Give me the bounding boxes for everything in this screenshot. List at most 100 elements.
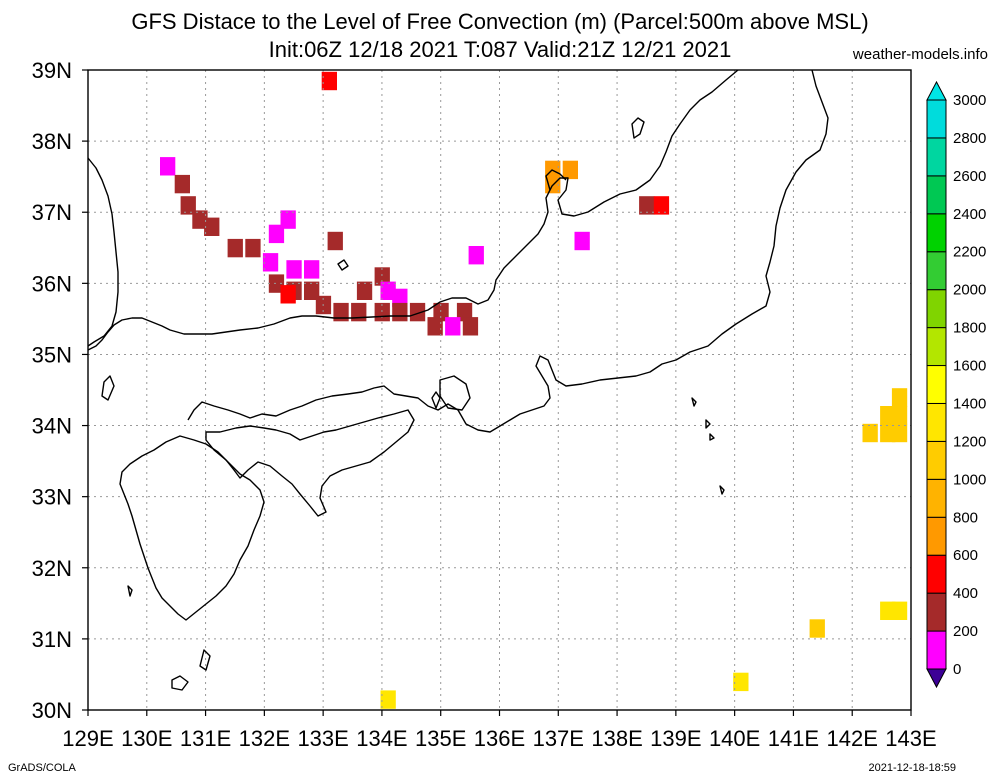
field-cell-41 [880,406,896,425]
lat-tick-label: 35N [32,342,72,367]
footer-right: 2021-12-18-18:59 [868,762,956,774]
coastline-koshiki [127,585,133,597]
field-cell-7 [245,238,261,258]
colorbar-segment [926,440,947,480]
lat-tick-label: 30N [32,698,72,723]
colorbar-segment [926,251,947,291]
field-cell-19 [351,302,367,322]
lon-tick-label: 139E [650,726,701,751]
field-cell-25 [392,288,408,308]
colorbar-segment [926,289,947,329]
coastline-awaji [431,391,441,409]
lon-tick-label: 142E [827,726,878,751]
colorbar-label: 2200 [953,244,986,261]
coastline-tanegashima [199,649,211,671]
lon-tick-label: 140E [709,726,760,751]
field-cell-5 [204,217,220,236]
field-cell-49 [733,672,749,692]
lon-tick-label: 130E [121,726,172,751]
lon-tick-label: 134E [356,726,407,751]
colorbar-segment [926,365,947,404]
colorbar-label: 1000 [953,471,986,488]
field-cell-23 [374,267,390,286]
colorbar: 0 200 400 600 800 1000 1200 1400 1600 1800 2000 220… [926,80,986,689]
field-cell-22 [327,231,343,251]
colorbar-segment [926,554,947,594]
field-cell-38 [639,196,655,215]
field-cell-27 [409,302,426,322]
coastline-yakushima [171,675,189,691]
field-cell-4 [192,210,208,229]
field-cell-29 [456,302,473,322]
colorbar-label: 800 [953,509,978,526]
field-cell-28 [433,302,449,322]
lat-tick-label: 31N [32,627,72,652]
lon-tick-label: 141E [768,726,819,751]
lon-tick-label: 131E [180,726,231,751]
coastline-kii [439,375,471,411]
field-cell-11 [286,260,302,279]
field-cells [160,71,908,709]
colorbar-segment [926,402,947,442]
field-cell-47 [891,601,908,620]
colorbar-label: 2600 [953,168,986,185]
colorbar-segment [926,137,947,177]
colorbar-bottom-arrow [926,668,947,689]
coastline-honshu [87,69,739,351]
colorbar-segment [926,516,947,556]
field-cell-44 [880,423,896,443]
chart-subtitle: Init:06Z 12/18 2021 T:087 Valid:21Z 12/2… [268,37,732,62]
colorbar-label: 2000 [953,282,986,299]
coastline-izu-islands [691,397,725,495]
field-cell-6 [227,238,243,258]
field-cell-3 [180,196,196,215]
field-cell-37 [574,231,590,251]
colorbar-segment [926,175,947,215]
coastline-tsushima [101,375,115,401]
longitude-labels: 129E 130E 131E 132E 133E 134E 135E 136E 137E 138E… [62,710,937,751]
colorbar-label: 0 [953,661,961,678]
lon-tick-label: 129E [62,726,113,751]
field-cell-32 [462,317,479,336]
colorbar-segment [926,213,947,253]
coastlines [87,69,829,691]
field-cell-31 [445,317,461,336]
colorbar-label: 1800 [953,320,986,337]
colorbar-segment [926,327,947,367]
field-cell-48 [809,619,825,638]
lon-tick-label: 137E [533,726,584,751]
field-cell-10 [262,253,279,272]
colorbar-label: 1200 [953,433,986,450]
latitude-labels: 30N 31N 32N 33N 34N 35N 36N 37N 38N 39N [32,58,88,723]
field-cell-43 [862,423,878,443]
colorbar-label: 400 [953,585,978,602]
field-cell-39 [653,196,670,215]
lon-tick-label: 136E [474,726,525,751]
field-cell-26 [392,302,408,322]
coastline-kyushu [119,435,265,621]
field-cell-15 [304,281,320,300]
colorbar-segment [926,592,947,632]
coastline-noto [545,169,567,191]
lon-tick-label: 143E [885,726,936,751]
coastline-korea [87,157,119,347]
field-cell-21 [356,281,373,300]
lat-tick-label: 37N [32,200,72,225]
field-cell-1 [160,157,176,176]
field-cell-9 [280,210,296,229]
field-cell-35 [562,160,578,180]
lon-tick-label: 135E [415,726,466,751]
coastline-shikoku [205,409,415,517]
field-cell-42 [891,406,908,425]
colorbar-segment [926,630,947,670]
field-cell-16 [280,285,296,304]
colorbar-label: 600 [953,547,978,564]
colorbar-top-arrow [926,80,947,101]
site-credit: weather-models.info [852,46,988,63]
field-cell-30 [427,317,443,336]
lat-tick-label: 33N [32,485,72,510]
coastline-tohoku [187,69,829,433]
footer-left: GrADS/COLA [8,762,76,774]
lat-tick-label: 39N [32,58,72,83]
field-cell-0 [321,71,337,91]
